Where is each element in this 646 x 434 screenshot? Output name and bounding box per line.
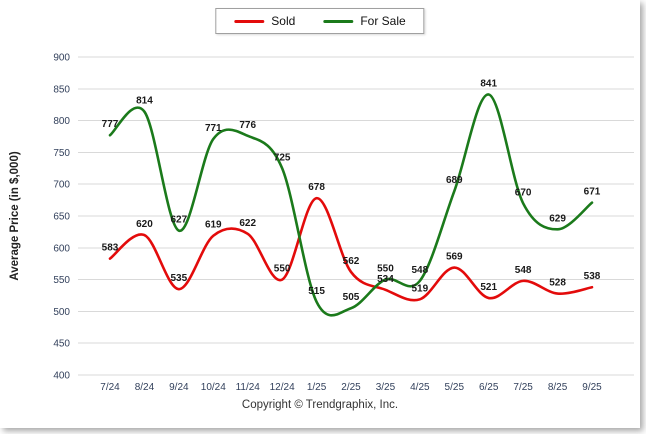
x-tick-label: 5/25 [445,382,465,393]
x-tick-label: 12/24 [270,382,295,393]
x-tick-label: 6/25 [479,382,499,393]
legend-swatch-for-sale [323,19,354,23]
value-label-sold: 562 [343,256,360,267]
x-tick-label: 8/24 [135,382,155,393]
legend-label-sold: Sold [271,14,296,28]
x-tick-label: 8/25 [548,382,568,393]
value-label-for-sale: 629 [549,213,566,224]
x-tick-label: 4/25 [410,382,430,393]
y-tick-label: 900 [53,53,70,64]
y-tick-label: 850 [53,84,70,95]
series-line-sold [108,196,594,302]
x-tick-label: 2/25 [341,382,361,393]
chart-plot-area: 400 450 500 550 600 650 700 750 800 850 900 7/24 8/2… [53,53,634,393]
x-tick-label: 9/25 [582,382,602,393]
x-tick-label: 7/24 [100,382,120,393]
value-label-for-sale: 814 [136,96,153,107]
value-label-for-sale: 777 [102,119,119,130]
legend-swatch-sold [234,19,265,23]
value-label-for-sale: 776 [239,120,256,131]
value-label-sold: 538 [584,271,601,282]
x-tick-label: 10/24 [201,382,226,393]
y-tick-label: 650 [53,212,70,223]
value-label-for-sale: 689 [446,175,463,186]
value-label-sold: 678 [308,182,325,193]
y-tick-label: 500 [53,307,70,318]
value-label-sold: 619 [205,220,222,231]
value-label-sold: 548 [515,265,532,276]
x-tick-label: 3/25 [376,382,396,393]
value-label-sold: 521 [480,282,497,293]
copyright-text: Copyright © Trendgraphix, Inc. [241,399,399,411]
legend-item-sold: Sold [234,14,295,28]
value-label-sold: 519 [412,283,429,294]
value-label-for-sale: 515 [308,286,325,297]
y-tick-label: 750 [53,148,70,159]
x-tick-label: 1/25 [307,382,327,393]
value-label-sold: 583 [102,243,119,254]
legend-item-for-sale: For Sale [323,14,406,28]
value-label-for-sale: 550 [377,264,394,275]
value-label-sold: 569 [446,252,463,263]
y-tick-label: 450 [53,339,70,350]
x-tick-label: 11/24 [236,382,261,393]
y-axis-title: Average Price (in $,000) [9,151,21,281]
value-label-for-sale: 548 [412,265,429,276]
chart-card: Sold For Sale 400 450 500 550 600 650 700 750 800… [9,8,634,411]
value-label-sold: 528 [549,278,566,289]
value-label-sold: 550 [274,264,291,275]
x-tick-label: 7/25 [513,382,533,393]
value-label-for-sale: 671 [584,187,601,198]
value-label-sold: 535 [171,273,188,284]
chart-legend: Sold For Sale [215,8,425,34]
value-label-for-sale: 725 [274,152,291,163]
y-tick-label: 550 [53,275,70,286]
y-tick-label: 800 [53,116,70,127]
value-label-for-sale: 670 [515,187,532,198]
y-tick-label: 700 [53,180,70,191]
value-label-sold: 534 [377,274,394,285]
value-label-sold: 620 [136,219,153,230]
value-label-for-sale: 627 [171,215,188,226]
value-label-for-sale: 841 [480,79,497,90]
x-tick-label: 9/24 [169,382,189,393]
value-label-for-sale: 505 [343,292,360,303]
series-line-for-sale [108,93,594,317]
value-label-for-sale: 771 [205,123,222,134]
value-label-sold: 622 [239,218,256,229]
legend-label-for-sale: For Sale [360,14,406,28]
y-tick-label: 400 [53,371,70,382]
y-tick-label: 600 [53,243,70,254]
